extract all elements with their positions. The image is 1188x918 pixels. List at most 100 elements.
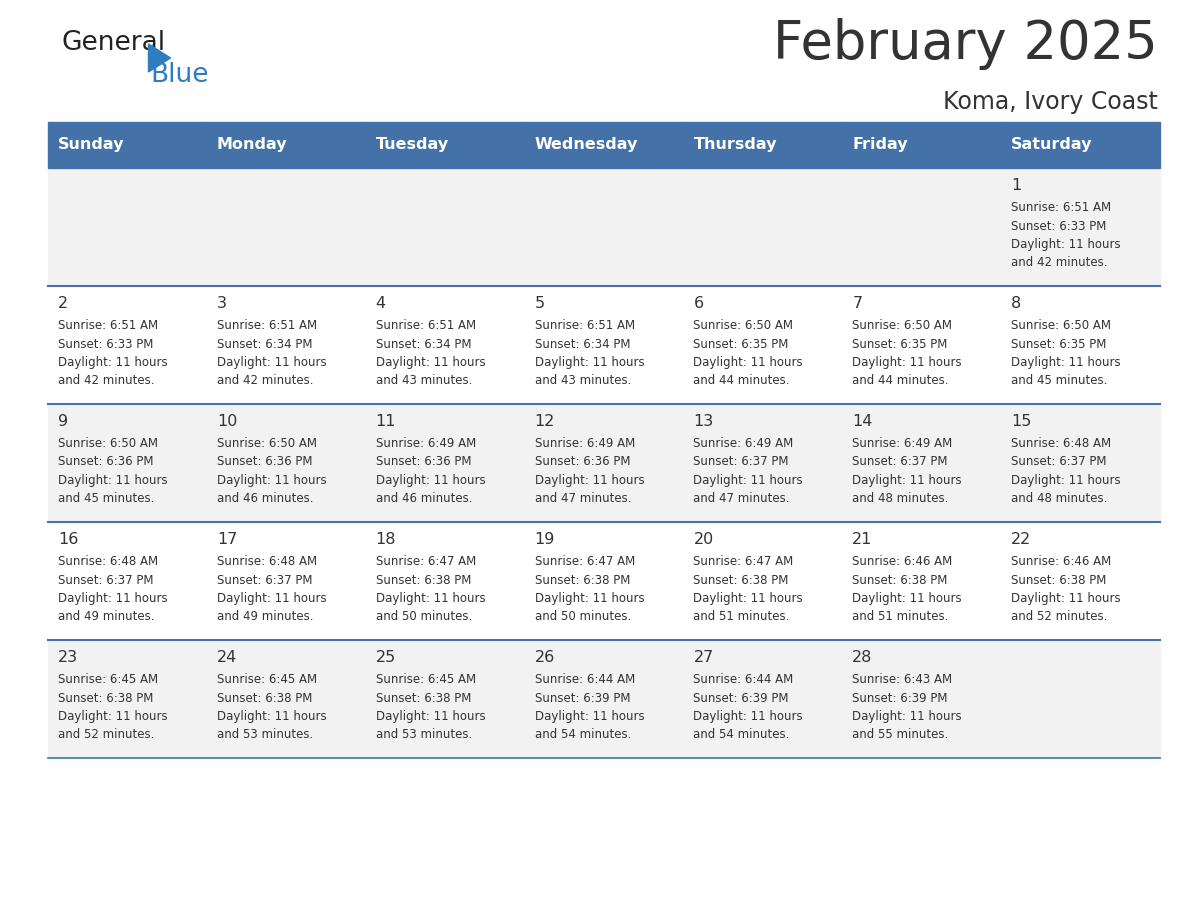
Bar [683, 286, 842, 404]
Bar [683, 640, 842, 758]
Text: 18: 18 [375, 532, 397, 547]
Text: Sunrise: 6:47 AM
Sunset: 6:38 PM
Daylight: 11 hours
and 51 minutes.: Sunrise: 6:47 AM Sunset: 6:38 PM Dayligh… [694, 555, 803, 623]
Text: 12: 12 [535, 414, 555, 429]
Text: 16: 16 [58, 532, 78, 547]
Bar [683, 404, 842, 522]
Text: 10: 10 [217, 414, 238, 429]
Bar [525, 168, 683, 286]
Bar [1001, 122, 1159, 168]
Text: Sunrise: 6:50 AM
Sunset: 6:36 PM
Daylight: 11 hours
and 46 minutes.: Sunrise: 6:50 AM Sunset: 6:36 PM Dayligh… [217, 437, 327, 506]
Bar [207, 168, 366, 286]
Text: Sunrise: 6:45 AM
Sunset: 6:38 PM
Daylight: 11 hours
and 53 minutes.: Sunrise: 6:45 AM Sunset: 6:38 PM Dayligh… [375, 673, 486, 742]
Text: 26: 26 [535, 650, 555, 665]
Text: General: General [62, 30, 166, 56]
Text: 9: 9 [58, 414, 68, 429]
Bar [1001, 168, 1159, 286]
Text: Sunrise: 6:51 AM
Sunset: 6:34 PM
Daylight: 11 hours
and 43 minutes.: Sunrise: 6:51 AM Sunset: 6:34 PM Dayligh… [535, 319, 644, 387]
Text: Sunrise: 6:49 AM
Sunset: 6:36 PM
Daylight: 11 hours
and 47 minutes.: Sunrise: 6:49 AM Sunset: 6:36 PM Dayligh… [535, 437, 644, 506]
Bar [842, 122, 1001, 168]
Bar [48, 122, 207, 168]
Text: 13: 13 [694, 414, 714, 429]
Bar [525, 522, 683, 640]
Text: Sunrise: 6:50 AM
Sunset: 6:35 PM
Daylight: 11 hours
and 45 minutes.: Sunrise: 6:50 AM Sunset: 6:35 PM Dayligh… [1011, 319, 1120, 387]
Text: 1: 1 [1011, 178, 1022, 193]
Text: Sunrise: 6:51 AM
Sunset: 6:33 PM
Daylight: 11 hours
and 42 minutes.: Sunrise: 6:51 AM Sunset: 6:33 PM Dayligh… [1011, 201, 1120, 270]
Bar [525, 122, 683, 168]
Text: Friday: Friday [852, 138, 908, 152]
Bar [207, 404, 366, 522]
Text: Sunrise: 6:49 AM
Sunset: 6:37 PM
Daylight: 11 hours
and 48 minutes.: Sunrise: 6:49 AM Sunset: 6:37 PM Dayligh… [852, 437, 962, 506]
Text: Sunrise: 6:48 AM
Sunset: 6:37 PM
Daylight: 11 hours
and 49 minutes.: Sunrise: 6:48 AM Sunset: 6:37 PM Dayligh… [58, 555, 168, 623]
Text: 5: 5 [535, 296, 544, 311]
Text: 11: 11 [375, 414, 397, 429]
Text: 22: 22 [1011, 532, 1031, 547]
Bar [207, 286, 366, 404]
Bar [207, 640, 366, 758]
Text: Sunrise: 6:51 AM
Sunset: 6:34 PM
Daylight: 11 hours
and 43 minutes.: Sunrise: 6:51 AM Sunset: 6:34 PM Dayligh… [375, 319, 486, 387]
Text: 24: 24 [217, 650, 238, 665]
Text: Sunrise: 6:50 AM
Sunset: 6:35 PM
Daylight: 11 hours
and 44 minutes.: Sunrise: 6:50 AM Sunset: 6:35 PM Dayligh… [852, 319, 962, 387]
Text: Monday: Monday [217, 138, 287, 152]
Bar [683, 522, 842, 640]
Bar [366, 286, 525, 404]
Text: February 2025: February 2025 [773, 18, 1158, 70]
Text: Sunrise: 6:51 AM
Sunset: 6:33 PM
Daylight: 11 hours
and 42 minutes.: Sunrise: 6:51 AM Sunset: 6:33 PM Dayligh… [58, 319, 168, 387]
Bar [1001, 404, 1159, 522]
Bar [48, 522, 207, 640]
Bar [366, 404, 525, 522]
Text: Sunrise: 6:50 AM
Sunset: 6:36 PM
Daylight: 11 hours
and 45 minutes.: Sunrise: 6:50 AM Sunset: 6:36 PM Dayligh… [58, 437, 168, 506]
Bar [48, 640, 207, 758]
Polygon shape [148, 44, 171, 72]
Text: 25: 25 [375, 650, 396, 665]
Text: Koma, Ivory Coast: Koma, Ivory Coast [943, 90, 1158, 114]
Text: 17: 17 [217, 532, 238, 547]
Bar [207, 522, 366, 640]
Text: 20: 20 [694, 532, 714, 547]
Text: 2: 2 [58, 296, 68, 311]
Text: 19: 19 [535, 532, 555, 547]
Bar [1001, 522, 1159, 640]
Text: Tuesday: Tuesday [375, 138, 449, 152]
Bar [207, 122, 366, 168]
Bar [48, 404, 207, 522]
Bar [366, 640, 525, 758]
Text: Sunrise: 6:46 AM
Sunset: 6:38 PM
Daylight: 11 hours
and 52 minutes.: Sunrise: 6:46 AM Sunset: 6:38 PM Dayligh… [1011, 555, 1120, 623]
Text: 4: 4 [375, 296, 386, 311]
Text: Sunrise: 6:48 AM
Sunset: 6:37 PM
Daylight: 11 hours
and 48 minutes.: Sunrise: 6:48 AM Sunset: 6:37 PM Dayligh… [1011, 437, 1120, 506]
Text: Thursday: Thursday [694, 138, 777, 152]
Bar [525, 286, 683, 404]
Bar [842, 404, 1001, 522]
Text: 27: 27 [694, 650, 714, 665]
Text: Sunrise: 6:44 AM
Sunset: 6:39 PM
Daylight: 11 hours
and 54 minutes.: Sunrise: 6:44 AM Sunset: 6:39 PM Dayligh… [535, 673, 644, 742]
Text: 21: 21 [852, 532, 873, 547]
Text: Sunrise: 6:43 AM
Sunset: 6:39 PM
Daylight: 11 hours
and 55 minutes.: Sunrise: 6:43 AM Sunset: 6:39 PM Dayligh… [852, 673, 962, 742]
Text: Wednesday: Wednesday [535, 138, 638, 152]
Text: Sunrise: 6:47 AM
Sunset: 6:38 PM
Daylight: 11 hours
and 50 minutes.: Sunrise: 6:47 AM Sunset: 6:38 PM Dayligh… [535, 555, 644, 623]
Text: 7: 7 [852, 296, 862, 311]
Text: Sunrise: 6:48 AM
Sunset: 6:37 PM
Daylight: 11 hours
and 49 minutes.: Sunrise: 6:48 AM Sunset: 6:37 PM Dayligh… [217, 555, 327, 623]
Bar [366, 522, 525, 640]
Text: Sunrise: 6:50 AM
Sunset: 6:35 PM
Daylight: 11 hours
and 44 minutes.: Sunrise: 6:50 AM Sunset: 6:35 PM Dayligh… [694, 319, 803, 387]
Text: Sunday: Sunday [58, 138, 125, 152]
Text: 3: 3 [217, 296, 227, 311]
Bar [842, 522, 1001, 640]
Text: 8: 8 [1011, 296, 1022, 311]
Bar [842, 168, 1001, 286]
Text: Saturday: Saturday [1011, 138, 1093, 152]
Bar [525, 404, 683, 522]
Text: Sunrise: 6:45 AM
Sunset: 6:38 PM
Daylight: 11 hours
and 53 minutes.: Sunrise: 6:45 AM Sunset: 6:38 PM Dayligh… [217, 673, 327, 742]
Bar [48, 168, 207, 286]
Text: Sunrise: 6:47 AM
Sunset: 6:38 PM
Daylight: 11 hours
and 50 minutes.: Sunrise: 6:47 AM Sunset: 6:38 PM Dayligh… [375, 555, 486, 623]
Bar [1001, 286, 1159, 404]
Bar [683, 168, 842, 286]
Bar [842, 286, 1001, 404]
Bar [525, 640, 683, 758]
Text: Sunrise: 6:44 AM
Sunset: 6:39 PM
Daylight: 11 hours
and 54 minutes.: Sunrise: 6:44 AM Sunset: 6:39 PM Dayligh… [694, 673, 803, 742]
Text: 28: 28 [852, 650, 873, 665]
Bar [48, 286, 207, 404]
Text: Sunrise: 6:49 AM
Sunset: 6:36 PM
Daylight: 11 hours
and 46 minutes.: Sunrise: 6:49 AM Sunset: 6:36 PM Dayligh… [375, 437, 486, 506]
Text: Sunrise: 6:49 AM
Sunset: 6:37 PM
Daylight: 11 hours
and 47 minutes.: Sunrise: 6:49 AM Sunset: 6:37 PM Dayligh… [694, 437, 803, 506]
Text: Sunrise: 6:45 AM
Sunset: 6:38 PM
Daylight: 11 hours
and 52 minutes.: Sunrise: 6:45 AM Sunset: 6:38 PM Dayligh… [58, 673, 168, 742]
Bar [1001, 640, 1159, 758]
Bar [842, 640, 1001, 758]
